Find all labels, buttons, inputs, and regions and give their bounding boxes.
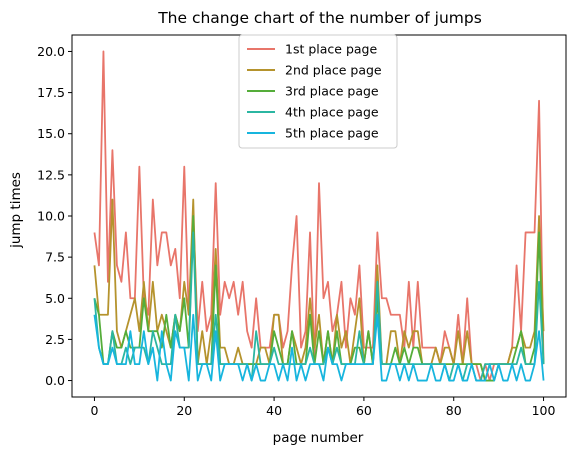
x-axis-label: page number — [273, 430, 364, 446]
y-tick-label: 12.5 — [37, 167, 65, 182]
series-line-2 — [93, 198, 545, 382]
y-tick-label: 7.5 — [45, 250, 65, 265]
y-tick-label: 2.5 — [45, 332, 65, 347]
legend-label-2: 2nd place page — [285, 63, 382, 78]
x-tick-label: 20 — [176, 403, 192, 418]
y-tick-label: 10.0 — [37, 209, 65, 224]
legend-label-5: 5th place page — [285, 126, 379, 141]
legend-label-3: 3rd place page — [285, 84, 379, 99]
legend-label-1: 1st place page — [285, 42, 377, 57]
series-line-1 — [93, 50, 545, 382]
x-tick-label: 100 — [532, 403, 556, 418]
y-tick-label: 20.0 — [37, 44, 65, 59]
y-tick-label: 17.5 — [37, 85, 65, 100]
x-tick-label: 0 — [90, 403, 98, 418]
y-axis-label: jump times — [8, 172, 24, 249]
y-tick-label: 15.0 — [37, 126, 65, 141]
x-tick-label: 60 — [356, 403, 372, 418]
plot-area — [93, 50, 545, 382]
legend: 1st place page 2nd place page 3rd place pa… — [238, 34, 398, 149]
series-line-4 — [93, 231, 545, 382]
legend-label-4: 4th place page — [285, 105, 379, 120]
series-line-3 — [93, 215, 545, 382]
y-tick-label: 5.0 — [45, 291, 65, 306]
legend-box — [238, 34, 398, 149]
y-tick-label: 0.0 — [45, 373, 65, 388]
series-line-5 — [93, 313, 545, 382]
chart-title: The change chart of the number of jumps — [157, 9, 482, 27]
axes: 0 20 40 60 80 100 0.0 2.5 5.0 7.5 10.0 12.5 15.0 17.5… — [37, 34, 567, 418]
x-tick-label: 40 — [266, 403, 282, 418]
x-tick-label: 80 — [446, 403, 462, 418]
